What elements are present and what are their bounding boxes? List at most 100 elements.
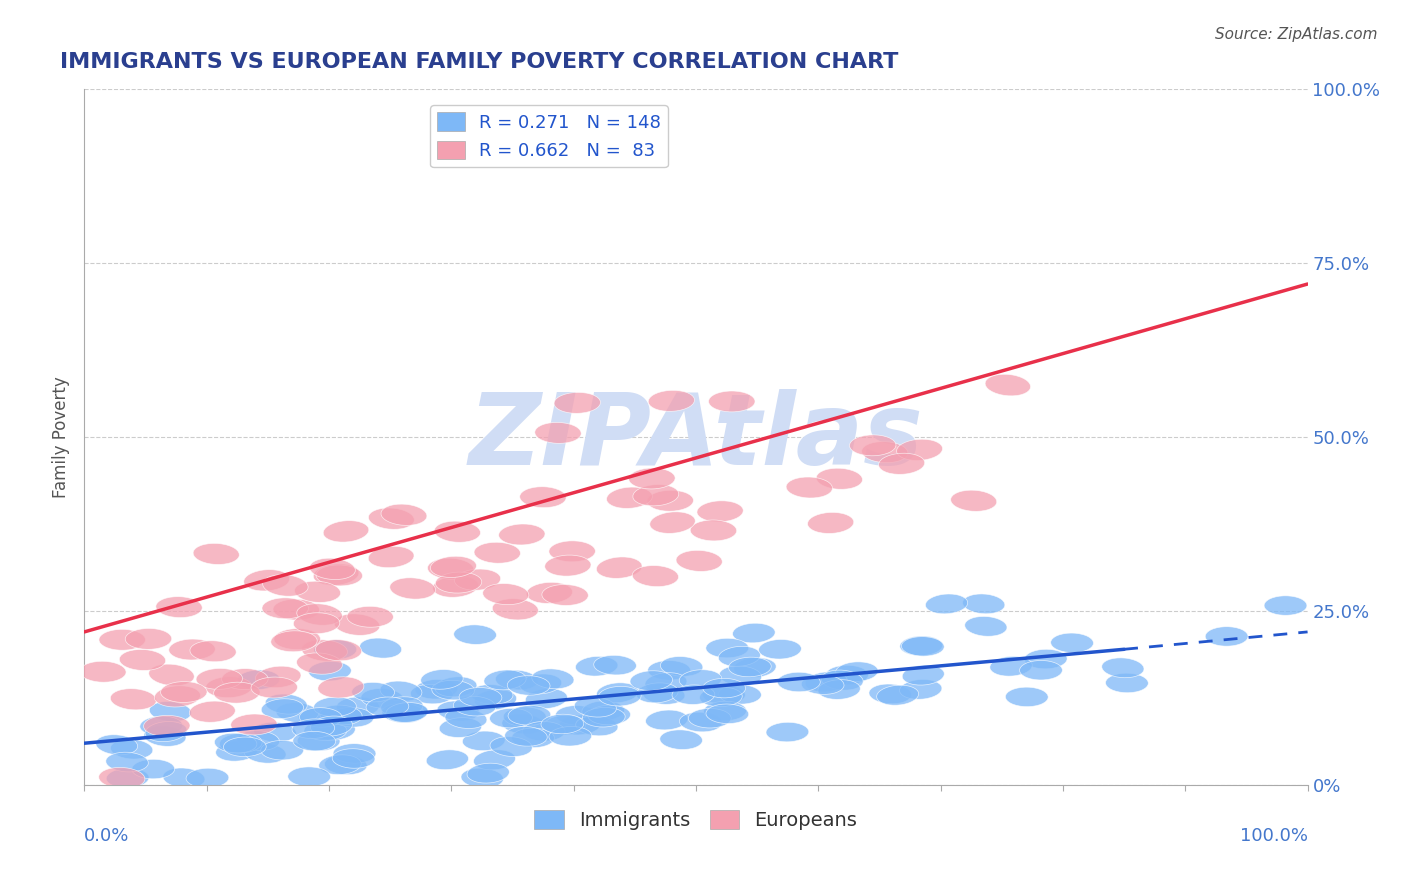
Ellipse shape [582,707,626,727]
Ellipse shape [437,701,479,721]
Ellipse shape [190,640,236,662]
Ellipse shape [1019,660,1063,680]
Ellipse shape [541,714,583,734]
Ellipse shape [254,723,297,742]
Ellipse shape [160,681,207,703]
Ellipse shape [575,657,617,676]
Ellipse shape [963,594,1005,614]
Ellipse shape [636,683,678,703]
Ellipse shape [107,768,149,788]
Ellipse shape [297,731,340,751]
Ellipse shape [380,681,422,701]
Ellipse shape [697,500,744,522]
Ellipse shape [224,737,266,756]
Ellipse shape [807,512,853,533]
Ellipse shape [703,679,745,698]
Ellipse shape [382,703,425,723]
Ellipse shape [489,708,533,728]
Ellipse shape [471,684,513,704]
Ellipse shape [96,735,138,755]
Ellipse shape [215,741,257,761]
Ellipse shape [461,768,503,788]
Ellipse shape [231,714,277,735]
Ellipse shape [869,684,911,704]
Ellipse shape [368,546,413,567]
Ellipse shape [169,639,215,660]
Ellipse shape [599,686,641,706]
Ellipse shape [489,737,533,756]
Ellipse shape [484,670,526,690]
Ellipse shape [499,524,546,545]
Ellipse shape [718,684,761,704]
Ellipse shape [427,558,474,579]
Ellipse shape [1025,649,1067,669]
Ellipse shape [314,721,356,740]
Ellipse shape [389,578,436,599]
Ellipse shape [582,701,624,721]
Ellipse shape [292,719,335,739]
Ellipse shape [474,542,520,563]
Ellipse shape [273,599,319,620]
Ellipse shape [786,477,832,498]
Ellipse shape [271,631,318,652]
Ellipse shape [548,726,592,746]
Ellipse shape [526,582,572,603]
Ellipse shape [266,694,308,714]
Ellipse shape [297,604,342,625]
Ellipse shape [256,666,301,688]
Ellipse shape [1264,596,1308,615]
Ellipse shape [1005,687,1049,706]
Ellipse shape [294,613,340,633]
Ellipse shape [110,689,156,710]
Ellipse shape [298,708,340,728]
Ellipse shape [965,616,1007,636]
Ellipse shape [718,647,761,666]
Ellipse shape [555,706,599,725]
Ellipse shape [432,681,474,700]
Ellipse shape [728,657,772,677]
Ellipse shape [436,572,482,593]
Ellipse shape [766,723,808,742]
Ellipse shape [163,768,205,788]
Ellipse shape [1102,657,1144,678]
Ellipse shape [588,706,630,725]
Ellipse shape [700,687,742,706]
Ellipse shape [299,707,342,727]
Ellipse shape [385,703,429,723]
Text: 100.0%: 100.0% [1240,827,1308,845]
Ellipse shape [288,767,330,787]
Ellipse shape [381,697,423,716]
Ellipse shape [304,721,347,740]
Ellipse shape [238,731,280,750]
Ellipse shape [415,680,458,699]
Ellipse shape [292,731,336,751]
Ellipse shape [628,468,675,489]
Ellipse shape [526,689,568,708]
Ellipse shape [648,391,695,411]
Ellipse shape [474,750,516,770]
Text: ZIPAtlas: ZIPAtlas [468,389,924,485]
Ellipse shape [145,722,187,741]
Ellipse shape [548,541,595,562]
Ellipse shape [430,557,477,577]
Ellipse shape [309,558,356,580]
Ellipse shape [508,676,550,695]
Ellipse shape [330,707,374,727]
Ellipse shape [360,638,402,658]
Ellipse shape [325,755,367,774]
Ellipse shape [986,375,1031,396]
Ellipse shape [900,636,942,656]
Ellipse shape [149,665,194,686]
Ellipse shape [679,712,723,731]
Ellipse shape [706,639,748,657]
Ellipse shape [531,669,574,689]
Ellipse shape [155,686,201,707]
Ellipse shape [593,656,637,675]
Ellipse shape [156,597,202,617]
Ellipse shape [426,750,468,770]
Ellipse shape [633,566,679,587]
Ellipse shape [512,728,554,747]
Ellipse shape [243,570,290,591]
Ellipse shape [311,716,353,736]
Ellipse shape [366,697,409,716]
